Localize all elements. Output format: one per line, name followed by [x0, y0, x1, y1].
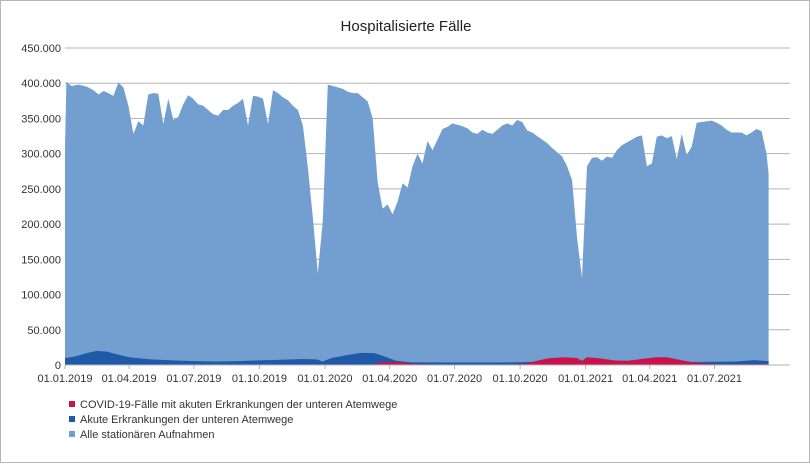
legend-label: Alle stationären Aufnahmen — [80, 429, 215, 441]
y-tick-label: 350.000 — [21, 113, 61, 125]
x-tick-label: 01.10.2019 — [232, 373, 287, 385]
legend-label: Akute Erkrankungen der unteren Atemwege — [80, 414, 293, 426]
x-tick-label: 01.01.2021 — [558, 373, 613, 385]
y-tick-label: 200.000 — [21, 219, 61, 231]
series-area-0 — [65, 81, 769, 366]
chart-title: Hospitalisierte Fälle — [341, 18, 472, 35]
y-tick-label: 100.000 — [21, 290, 61, 302]
x-tick-label: 01.07.2020 — [427, 373, 482, 385]
x-tick-label: 01.04.2021 — [622, 373, 677, 385]
y-tick-label: 450.000 — [21, 43, 61, 55]
x-axis-ticks: 01.01.2019 01.04.2019 01.07.2019 01.10.2019… — [37, 365, 742, 385]
x-tick-label: 01.07.2021 — [687, 373, 742, 385]
y-tick-label: 150.000 — [21, 254, 61, 266]
y-tick-label: 250.000 — [21, 184, 61, 196]
series-areas — [65, 81, 769, 366]
x-tick-label: 01.01.2020 — [297, 373, 352, 385]
legend: COVID-19-Fälle mit akuten Erkrankungen d… — [69, 399, 397, 441]
y-tick-label: 50.000 — [27, 325, 61, 337]
legend-swatch — [69, 431, 75, 437]
x-tick-label: 01.01.2019 — [37, 373, 92, 385]
x-tick-label: 01.04.2020 — [362, 373, 417, 385]
legend-label: COVID-19-Fälle mit akuten Erkrankungen d… — [80, 399, 397, 411]
x-tick-label: 01.10.2020 — [493, 373, 548, 385]
series-area-2 — [65, 357, 769, 365]
y-tick-label: 300.000 — [21, 149, 61, 161]
x-tick-label: 01.07.2019 — [166, 373, 221, 385]
legend-swatch — [69, 401, 75, 407]
y-axis-ticks: 0 50.000 100.000 150.000 200.000 250.000 300.0… — [21, 43, 61, 372]
x-tick-label: 01.04.2019 — [102, 373, 157, 385]
series-area-1 — [65, 350, 769, 365]
legend-swatch — [69, 416, 75, 422]
y-tick-label: 0 — [55, 360, 61, 372]
y-tick-label: 400.000 — [21, 78, 61, 90]
